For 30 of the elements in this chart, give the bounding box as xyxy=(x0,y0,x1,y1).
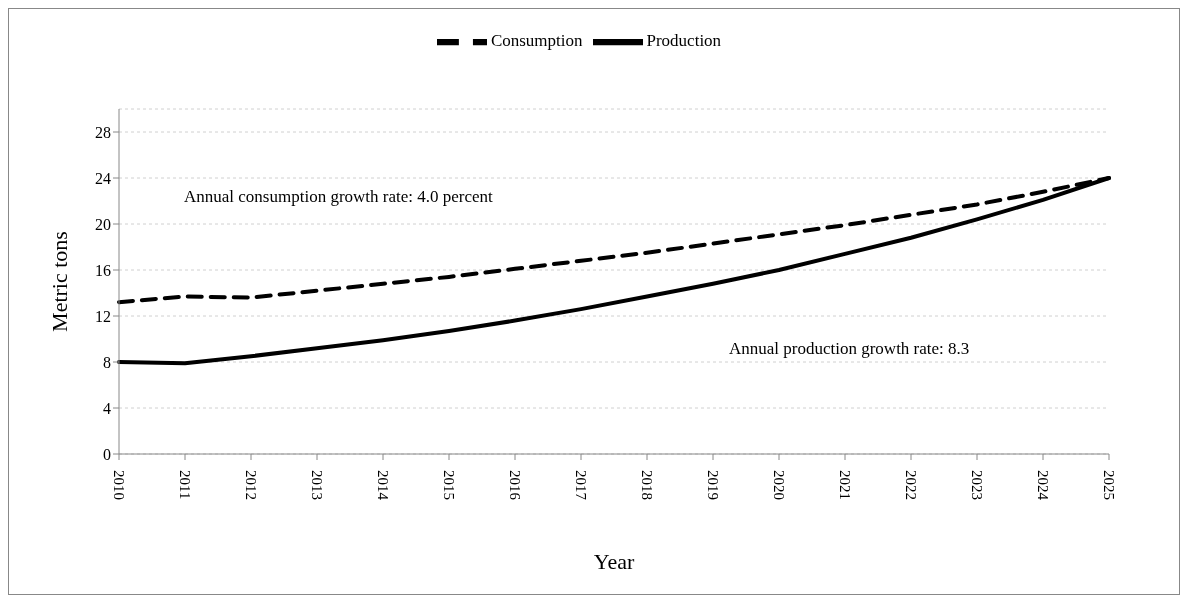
x-axis-title: Year xyxy=(593,549,635,574)
annotation: Annual consumption growth rate: 4.0 percent xyxy=(184,187,493,207)
legend-label: Consumption xyxy=(490,30,583,50)
y-tick-label: 8 xyxy=(103,353,111,371)
x-tick-label: 2019 xyxy=(705,470,721,500)
x-tick-label: 2025 xyxy=(1101,470,1117,500)
x-tick-label: 2017 xyxy=(573,470,589,501)
x-tick-label: 2021 xyxy=(837,470,853,500)
x-tick-label: 2023 xyxy=(969,470,985,500)
y-tick-label: 28 xyxy=(95,123,111,141)
x-tick-label: 2014 xyxy=(375,470,391,501)
x-tick-label: 2018 xyxy=(639,470,655,500)
x-tick-label: 2020 xyxy=(771,470,787,500)
y-tick-label: 0 xyxy=(103,445,111,463)
x-tick-label: 2022 xyxy=(903,470,919,500)
y-axis-title: Metric tons xyxy=(46,231,72,332)
x-tick-label: 2016 xyxy=(507,470,523,501)
legend-label: Production xyxy=(646,30,722,50)
x-tick-label: 2010 xyxy=(111,470,127,500)
y-tick-label: 12 xyxy=(95,307,111,325)
annotation: Annual production growth rate: 8.3 xyxy=(729,339,970,359)
y-tick-label: 4 xyxy=(103,399,111,417)
x-tick-label: 2012 xyxy=(243,470,259,500)
x-tick-label: 2011 xyxy=(177,470,193,500)
y-tick-label: 16 xyxy=(95,261,111,279)
x-tick-label: 2015 xyxy=(441,470,457,500)
x-tick-label: 2013 xyxy=(309,470,325,500)
y-tick-label: 24 xyxy=(95,169,111,187)
y-tick-label: 20 xyxy=(95,215,111,233)
x-tick-label: 2024 xyxy=(1035,470,1051,501)
